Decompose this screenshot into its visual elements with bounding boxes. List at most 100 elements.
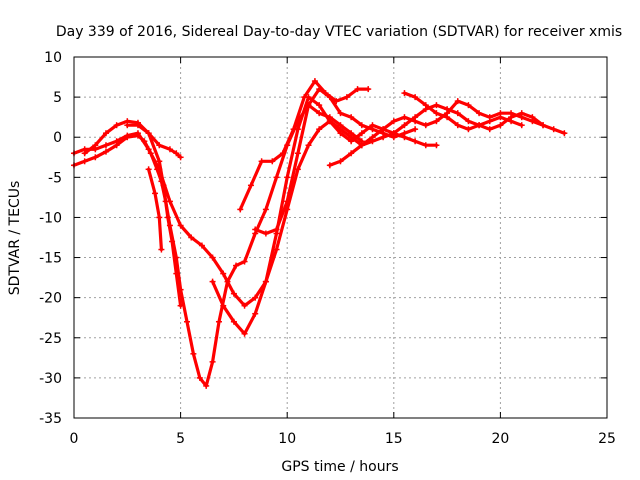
data-point	[454, 110, 461, 117]
data-point	[433, 142, 440, 149]
data-point	[209, 254, 216, 261]
data-point	[354, 86, 361, 93]
data-point	[188, 234, 195, 241]
data-point	[273, 174, 280, 181]
tick-labels: 0 5 10 15 20 25 10 5 0 -5 -10 -15 -20 -25 -30 -35	[39, 50, 616, 447]
data-point	[241, 258, 248, 265]
data-point	[198, 242, 205, 249]
series-line-track-4	[125, 123, 183, 159]
data-point	[305, 142, 312, 149]
y-tick-label: -15	[39, 251, 62, 267]
data-point	[262, 206, 269, 213]
data-point	[326, 94, 333, 101]
data-point	[343, 94, 350, 101]
y-tick-label: -25	[39, 331, 62, 347]
data-point	[316, 110, 323, 117]
data-point	[252, 226, 259, 233]
data-point	[369, 134, 376, 141]
data-point	[113, 122, 120, 129]
data-point	[465, 126, 472, 133]
data-point	[401, 130, 408, 137]
data-point	[152, 190, 159, 197]
data-point	[81, 158, 88, 165]
data-point	[486, 126, 493, 133]
series-line-track-5	[147, 167, 163, 252]
data-point	[209, 278, 216, 285]
data-point	[311, 78, 318, 85]
data-point	[177, 222, 184, 229]
data-point	[365, 86, 372, 93]
data-point	[337, 130, 344, 137]
data-point	[177, 302, 184, 309]
data-point	[166, 146, 173, 153]
data-point	[196, 374, 203, 381]
data-point	[102, 142, 109, 149]
data-point	[173, 150, 180, 157]
data-point	[209, 358, 216, 365]
y-tick-label: -30	[39, 371, 62, 387]
data-point	[158, 246, 165, 253]
data-point	[369, 126, 376, 133]
data-point	[433, 102, 440, 109]
data-point	[273, 226, 280, 233]
series-line-track-7	[238, 79, 370, 211]
data-point	[465, 102, 472, 109]
data-point	[348, 138, 355, 145]
data-point	[518, 122, 525, 129]
data-point	[476, 110, 483, 117]
data-point	[124, 122, 131, 129]
x-tick-label: 5	[176, 431, 185, 447]
data-point	[262, 230, 269, 237]
data-point	[177, 154, 184, 161]
data-point	[401, 90, 408, 97]
data-point	[348, 150, 355, 157]
data-point	[305, 102, 312, 109]
data-point	[269, 158, 276, 165]
data-point	[508, 110, 515, 117]
data-point	[279, 150, 286, 157]
data-point	[326, 118, 333, 125]
data-point	[134, 130, 141, 137]
data-point	[203, 382, 210, 389]
x-tick-label: 25	[598, 431, 616, 447]
data-point	[284, 174, 291, 181]
data-point	[145, 130, 152, 137]
data-point	[294, 150, 301, 157]
data-point	[422, 142, 429, 149]
data-point	[241, 330, 248, 337]
data-point	[160, 182, 167, 189]
data-point	[156, 142, 163, 149]
data-point	[113, 138, 120, 145]
data-point	[401, 114, 408, 121]
data-point	[508, 118, 515, 125]
data-point	[173, 270, 180, 277]
data-point	[444, 114, 451, 121]
data-point	[102, 130, 109, 137]
data-point	[422, 122, 429, 129]
data-point	[145, 146, 152, 153]
x-tick-label: 20	[491, 431, 509, 447]
chart-title: Day 339 of 2016, Sidereal Day-to-day VTE…	[56, 24, 622, 40]
data-point	[561, 130, 568, 137]
data-point	[550, 126, 557, 133]
data-point	[252, 310, 259, 317]
x-tick-label: 10	[278, 431, 296, 447]
data-point	[412, 126, 419, 133]
y-tick-label: -10	[39, 210, 62, 226]
data-point	[337, 110, 344, 117]
data-point	[348, 114, 355, 121]
data-point	[290, 126, 297, 133]
data-point	[412, 138, 419, 145]
data-point	[518, 114, 525, 121]
data-point	[166, 198, 173, 205]
series-line-track-2	[72, 119, 438, 308]
y-tick-label: 10	[44, 50, 62, 66]
x-tick-label: 15	[385, 431, 403, 447]
data-point	[486, 118, 493, 125]
data-point	[156, 214, 163, 221]
data-series	[71, 78, 568, 389]
x-axis-label: GPS time / hours	[281, 459, 398, 475]
data-point	[169, 238, 176, 245]
data-point	[412, 118, 419, 125]
